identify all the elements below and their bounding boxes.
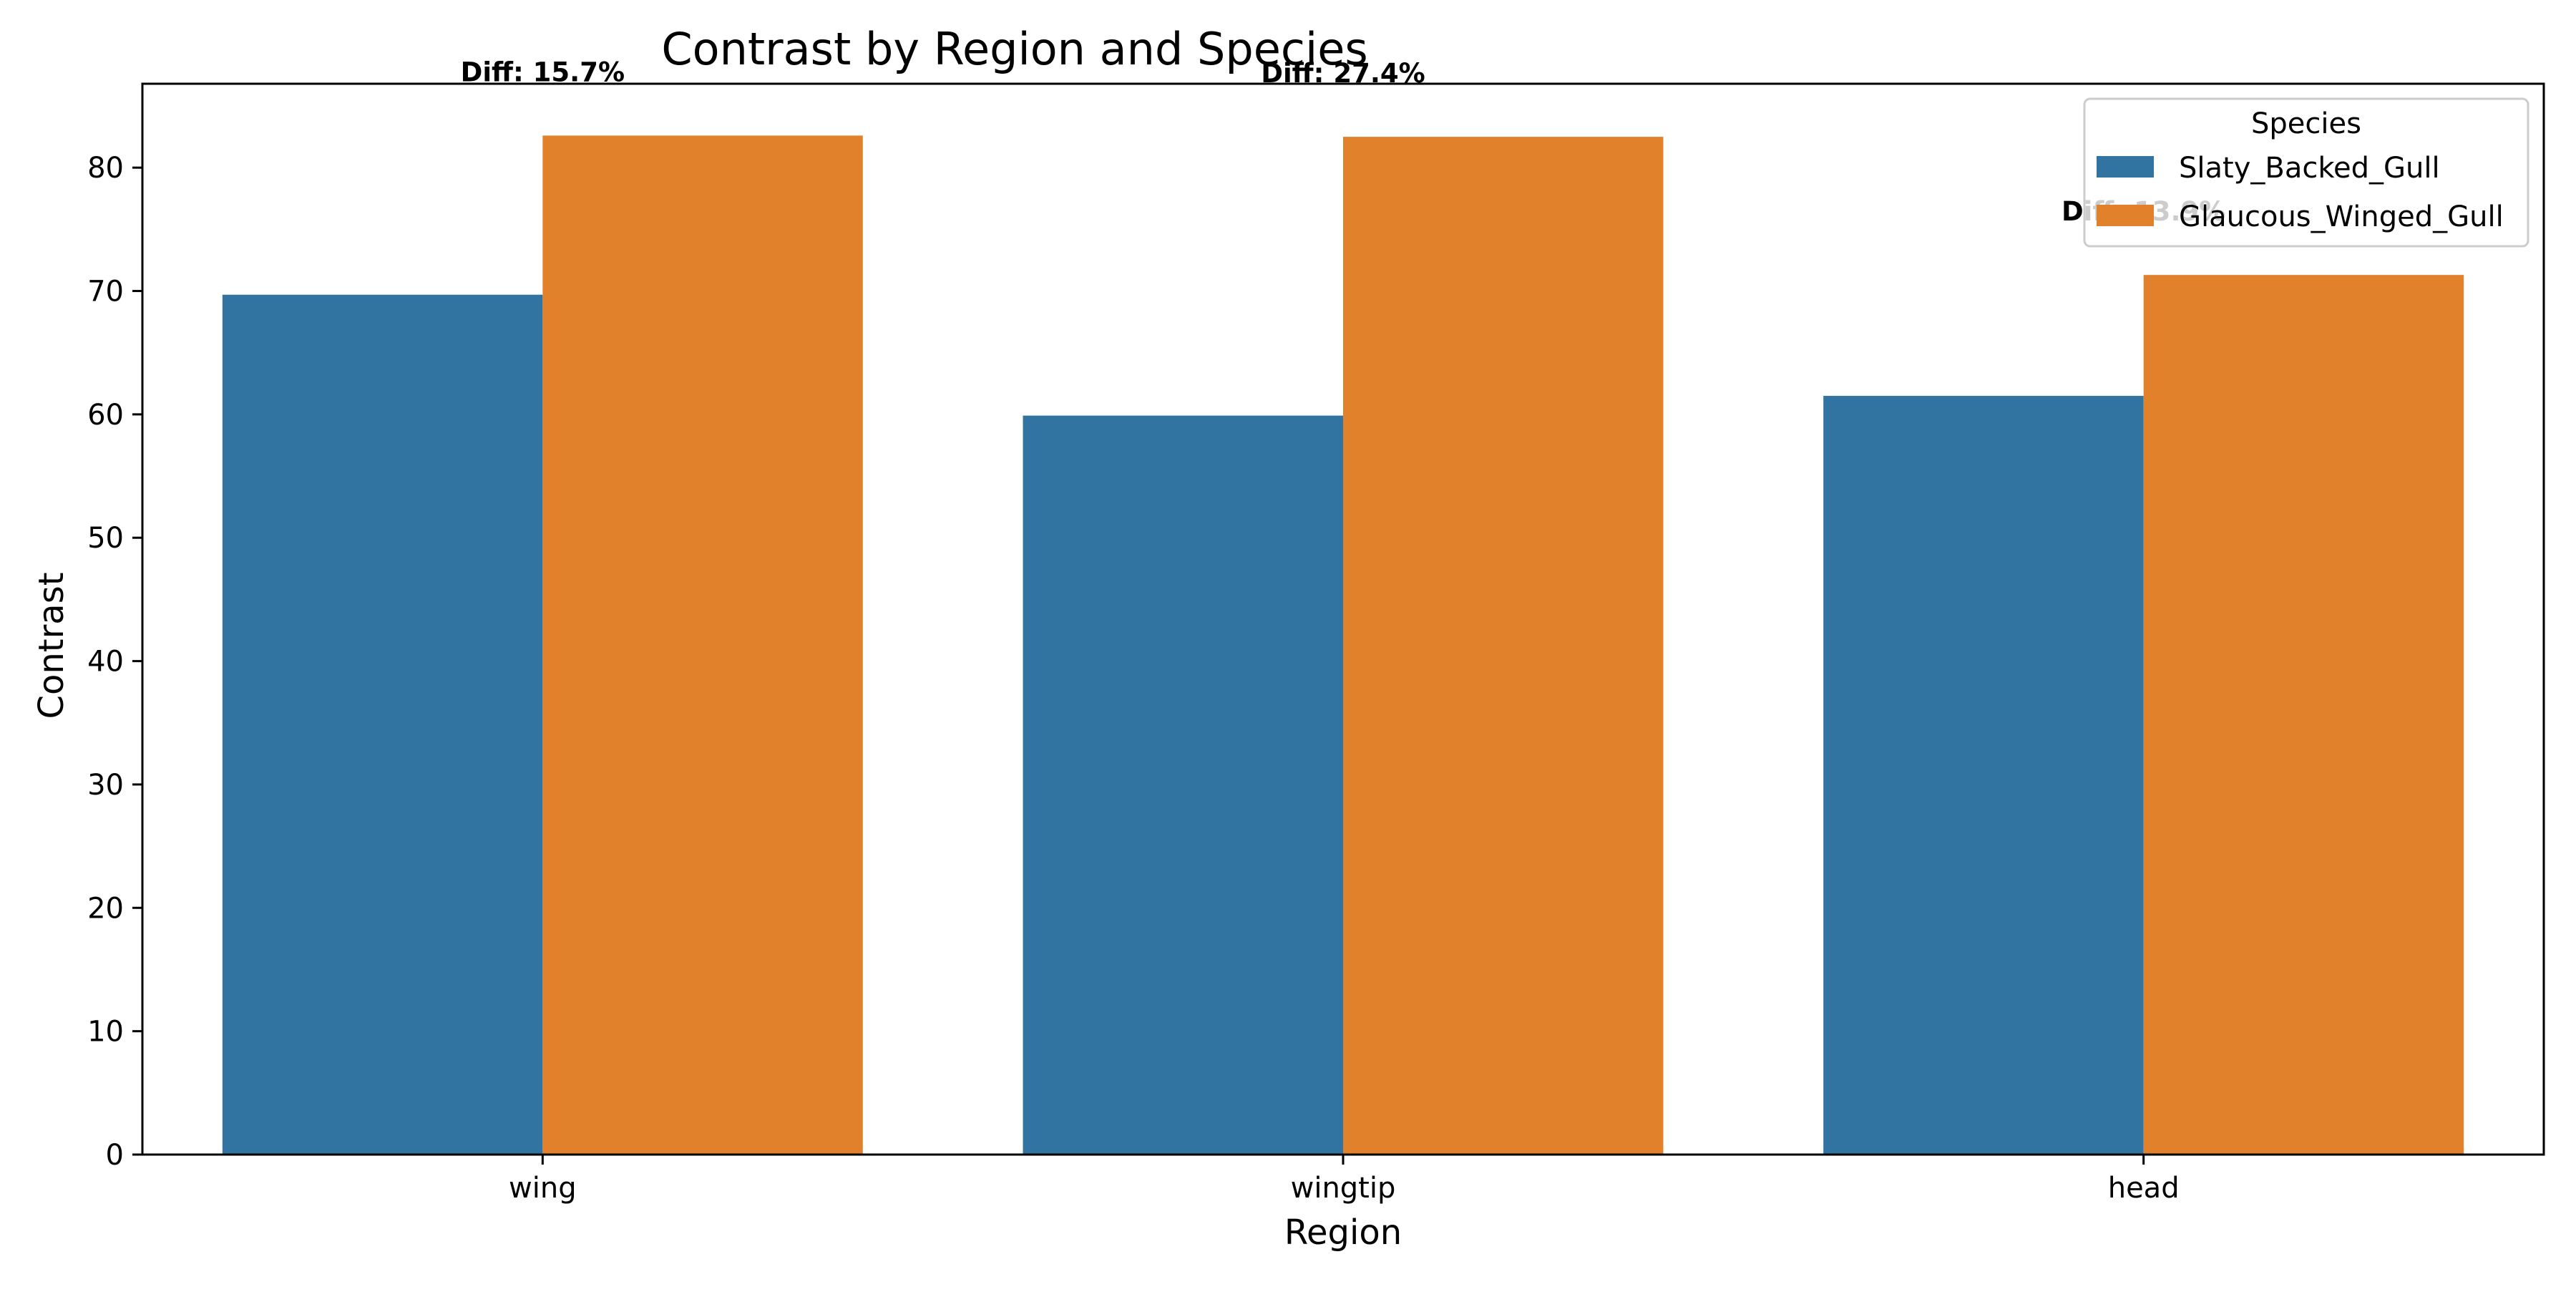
bar-slaty-backed-gull-wingtip xyxy=(1023,415,1343,1155)
diff-annotation-wing: Diff: 15.7% xyxy=(461,57,625,87)
chart-title: Contrast by Region and Species xyxy=(661,23,1367,75)
y-tick-label: 70 xyxy=(87,276,124,309)
legend-swatch-glaucous-winged-gull xyxy=(2097,205,2154,226)
y-tick-label: 60 xyxy=(87,399,124,432)
y-tick-label: 50 xyxy=(87,522,124,555)
bar-slaty-backed-gull-wing xyxy=(222,294,543,1155)
x-axis-label: Region xyxy=(1284,1213,1402,1253)
bar-slaty-backed-gull-head xyxy=(1823,396,2144,1155)
x-tick-label-wingtip: wingtip xyxy=(1291,1172,1396,1205)
x-tick-label-wing: wing xyxy=(509,1172,577,1205)
bar-glaucous-winged-gull-wing xyxy=(542,135,863,1155)
y-tick-label: 80 xyxy=(87,152,124,185)
legend-frame xyxy=(2083,97,2529,248)
legend-swatch-slaty-backed-gull xyxy=(2097,156,2154,178)
legend: Species Slaty_Backed_Gull Glaucous_Winge… xyxy=(2083,97,2529,248)
legend-title: Species xyxy=(2251,107,2361,140)
bar-glaucous-winged-gull-head xyxy=(2143,275,2464,1155)
bar-glaucous-winged-gull-wingtip xyxy=(1343,137,1664,1155)
diff-annotation-wingtip: Diff: 27.4% xyxy=(1261,58,1425,89)
y-tick-label: 20 xyxy=(87,892,124,925)
legend-label-glaucous-winged-gull: Glaucous_Winged_Gull xyxy=(2179,200,2504,233)
plot-area: 0 10 20 30 40 50 60 70 80 wing wingtip head Diff: 15… xyxy=(87,57,2545,1205)
y-tick-label: 40 xyxy=(87,646,124,679)
y-tick-label: 0 xyxy=(106,1139,124,1172)
legend-label-slaty-backed-gull: Slaty_Backed_Gull xyxy=(2179,152,2440,185)
y-tick-label: 10 xyxy=(87,1016,124,1049)
x-tick-label-head: head xyxy=(2108,1172,2180,1205)
y-axis-label: Contrast xyxy=(31,572,72,719)
y-tick-label: 30 xyxy=(87,769,124,802)
